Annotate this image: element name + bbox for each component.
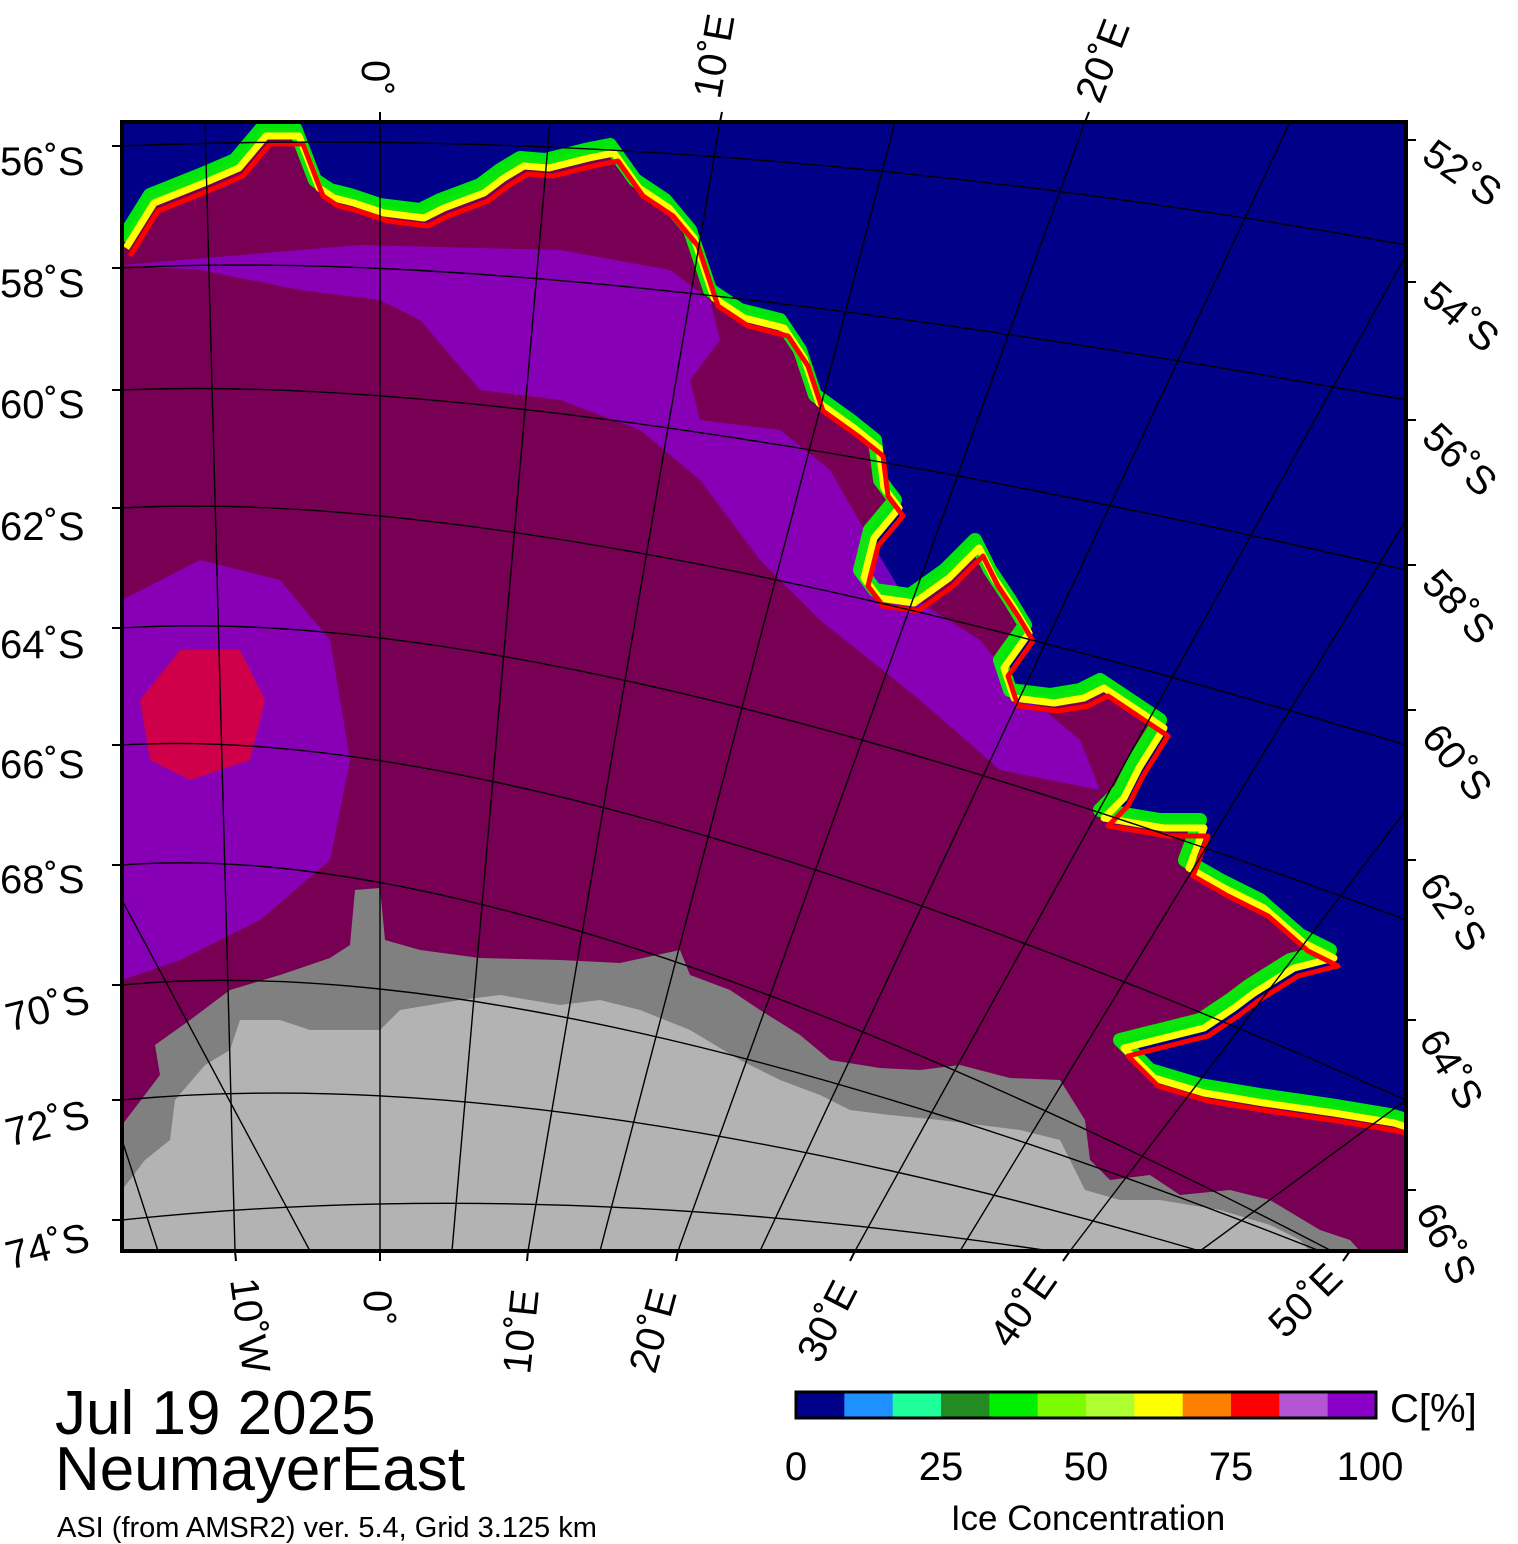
colorbar-swatch — [796, 1392, 845, 1418]
date-title: Jul 19 2025 — [55, 1379, 376, 1448]
latitude-line — [122, 979, 1321, 1251]
latitude-line — [122, 862, 1334, 1251]
colorbar-swatch — [1134, 1392, 1184, 1418]
meridian-line — [1199, 1099, 1406, 1251]
latitude-line — [122, 1202, 1051, 1251]
colorbar-unit: C[%] — [1390, 1387, 1477, 1431]
colorbar-tick-50: 50 — [1064, 1445, 1109, 1489]
colorbar — [796, 1392, 1377, 1418]
ice-edge-green-band — [122, 122, 1406, 1127]
lat-label-64s: 64˚S — [0, 623, 85, 667]
lat-label-54s-right: 54˚S — [1414, 273, 1507, 361]
lat-label-56s-right: 56˚S — [1414, 415, 1505, 505]
colorbar-swatch — [941, 1392, 990, 1418]
meridian-line — [599, 122, 896, 1251]
lon-label-top-0: 0˚ — [353, 60, 397, 96]
frame-tick — [1062, 1250, 1071, 1262]
frame-tick — [675, 1250, 679, 1262]
lon-label-bottom-20e: 20˚E — [621, 1284, 685, 1377]
latitude-line — [122, 141, 1406, 246]
ice-edge-yellow-band — [123, 132, 1406, 1131]
meridian-line — [1069, 809, 1406, 1251]
source-caption: ASI (from AMSR2) ver. 5.4, Grid 3.125 km — [57, 1512, 597, 1544]
frame-tick — [719, 111, 723, 123]
latitude-line — [122, 505, 1406, 746]
meridian-line — [204, 122, 236, 1251]
lat-label-66s-right: 66˚S — [1407, 1196, 1485, 1291]
region-title: NeumayerEast — [55, 1435, 465, 1504]
lat-label-62s: 62˚S — [0, 505, 85, 549]
map-frame — [120, 120, 1408, 1253]
frame-ticks — [112, 111, 1416, 1262]
latitude-line — [122, 1092, 1201, 1251]
meridian-line — [759, 122, 1291, 1251]
meridian-line — [854, 254, 1406, 1251]
colorbar-title: Ice Concentration — [951, 1499, 1225, 1538]
lat-label-52s: 52˚S — [1415, 131, 1509, 216]
latitude-line — [122, 625, 1406, 921]
meridian-line — [677, 122, 1086, 1251]
meridian-line — [122, 1139, 159, 1251]
frame-tick — [526, 1250, 529, 1262]
colorbar-swatch — [1182, 1392, 1232, 1418]
lon-label-bottom-40e: 40˚E — [981, 1261, 1066, 1355]
lat-label-74s: 74˚S — [1, 1215, 94, 1278]
frame-tick — [1084, 111, 1090, 123]
frame-tick — [1342, 1250, 1351, 1262]
colorbar-tick-25: 25 — [919, 1445, 964, 1489]
colorbar-swatch — [892, 1392, 942, 1418]
latitude-line — [122, 387, 1406, 571]
lat-label-72s: 72˚S — [1, 1092, 94, 1155]
latitude-line — [122, 742, 1406, 1101]
lon-label-bottom-50e: 50˚E — [1260, 1256, 1351, 1347]
lat-label-66s: 66˚S — [0, 743, 85, 787]
colorbar-swatch — [1327, 1392, 1377, 1418]
lat-label-70s: 70˚S — [1, 977, 94, 1040]
lat-label-68s: 68˚S — [0, 858, 85, 902]
colorbar-tick-100: 100 — [1337, 1445, 1404, 1489]
antarctic-continent — [122, 995, 1310, 1251]
frame-tick — [849, 1250, 856, 1262]
lat-label-64s-right: 64˚S — [1410, 1022, 1491, 1117]
lat-label-58s: 58˚S — [0, 262, 85, 306]
colorbar-frame — [794, 1390, 1378, 1420]
colorbar-swatch — [1086, 1392, 1135, 1418]
lat-label-60s: 60˚S — [0, 383, 85, 427]
colorbar-swatch — [1037, 1392, 1087, 1418]
lat-label-62s-right: 62˚S — [1411, 865, 1496, 959]
lon-label-bottom-10e: 10˚E — [495, 1287, 548, 1376]
ice-edge-red-band — [127, 141, 1406, 1137]
graticule-lines — [122, 122, 1406, 1251]
colorbar-swatch — [1231, 1392, 1280, 1418]
meridian-line — [451, 122, 551, 1251]
lat-label-58s-right: 58˚S — [1413, 561, 1503, 653]
meridian-line — [959, 519, 1406, 1251]
lat-label-60s-right: 60˚S — [1413, 716, 1500, 809]
lon-label-bottom-0: 0˚ — [355, 1290, 399, 1326]
colorbar-swatch — [989, 1392, 1039, 1418]
colorbar-tick-75: 75 — [1209, 1445, 1254, 1489]
frame-tick — [234, 1250, 237, 1262]
lon-label-top-10e: 10˚E — [686, 11, 744, 102]
meridian-line — [527, 122, 721, 1251]
latitude-line — [122, 264, 1406, 401]
colorbar-swatch — [1279, 1392, 1329, 1418]
colorbar-tick-0: 0 — [785, 1445, 807, 1489]
red-ice-patch-west — [140, 650, 265, 780]
lat-label-56s: 56˚S — [0, 140, 85, 184]
lon-label-top-20e: 20˚E — [1067, 14, 1138, 109]
lon-label-bottom-10w: 10˚W — [221, 1275, 278, 1376]
map-area — [122, 122, 1406, 1251]
colorbar-swatch — [844, 1392, 894, 1418]
lon-label-bottom-30e: 30˚E — [789, 1274, 867, 1369]
meridian-line — [122, 899, 311, 1251]
